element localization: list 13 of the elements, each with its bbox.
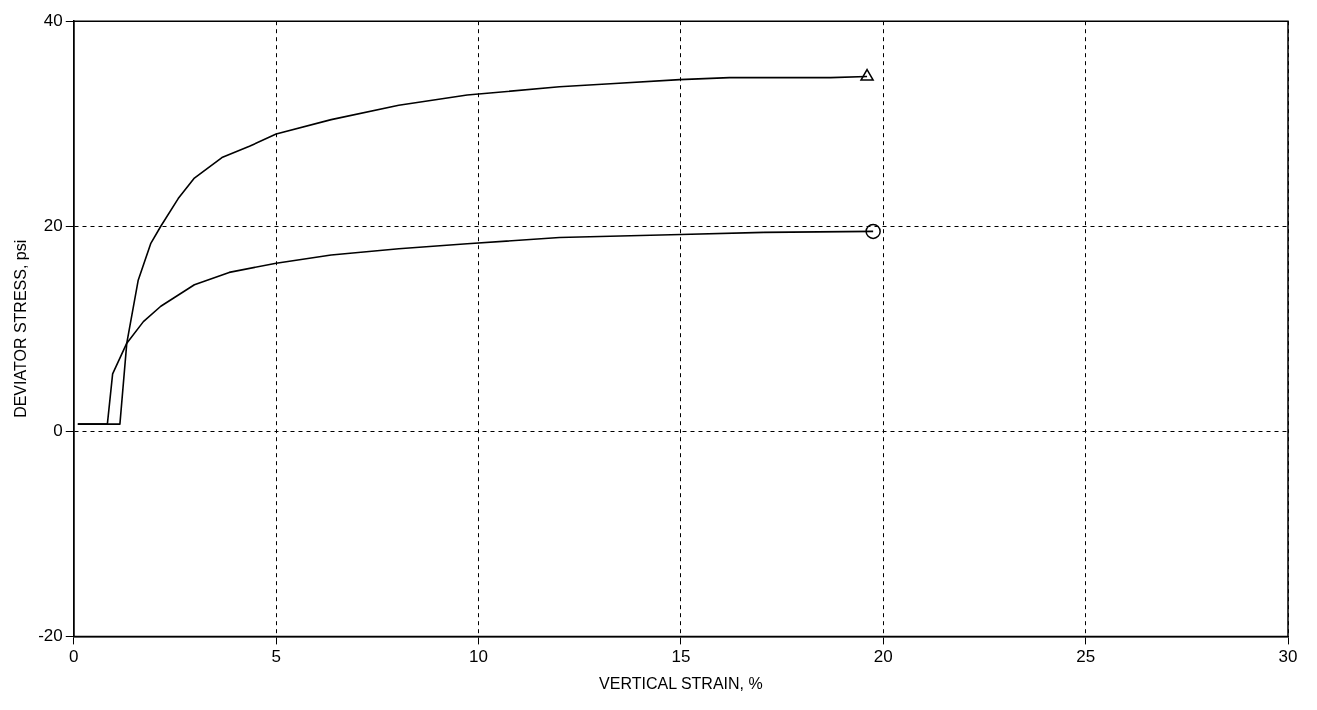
y-axis-title: DEVIATOR STRESS, psi — [12, 239, 30, 418]
x-tick-label: 5 — [271, 647, 281, 667]
y-tick-label: 40 — [43, 10, 63, 30]
x-tick-label: 20 — [873, 647, 893, 667]
y-tick-label: 0 — [53, 421, 63, 441]
x-tick-label: 0 — [69, 647, 79, 667]
x-tick-label: 25 — [1076, 647, 1096, 667]
x-tick-label: 10 — [469, 647, 488, 667]
y-tick-label: 20 — [43, 215, 63, 235]
x-tick-label: 30 — [1278, 647, 1298, 667]
x-axis-title: VERTICAL STRAIN, % — [599, 674, 763, 692]
x-tick-label: 15 — [671, 647, 691, 667]
y-tick-label: -20 — [38, 626, 63, 646]
